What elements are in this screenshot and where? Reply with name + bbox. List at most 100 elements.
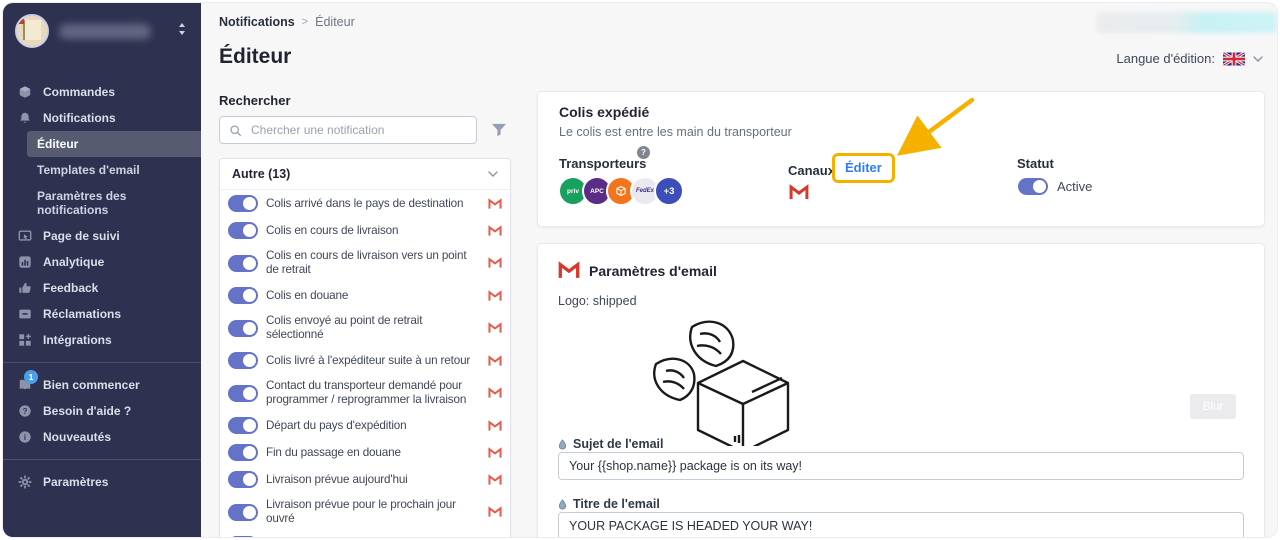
tracking-page-icon bbox=[17, 229, 33, 243]
gmail-icon bbox=[488, 446, 502, 459]
statut-toggle[interactable] bbox=[1018, 178, 1048, 195]
notification-row[interactable]: Colis en cours de livraison vers un poin… bbox=[220, 244, 510, 282]
notification-toggle[interactable] bbox=[228, 536, 258, 537]
notification-row[interactable]: Contact du transporteur demandé pour pro… bbox=[220, 374, 510, 412]
account-switcher[interactable] bbox=[3, 3, 201, 59]
gmail-icon bbox=[558, 261, 580, 280]
notification-row[interactable]: Colis en cours de livraison bbox=[220, 217, 510, 244]
notification-subtitle: Le colis est entre les main du transport… bbox=[559, 125, 792, 139]
sidebar-item-bien-commencer[interactable]: 1 Bien commencer bbox=[3, 370, 201, 398]
subject-input[interactable] bbox=[558, 452, 1244, 480]
sidebar-item-commandes[interactable]: Commandes bbox=[3, 79, 201, 105]
email-settings-card: Paramètres d'email Logo: shipped Blur bbox=[537, 243, 1265, 537]
notification-row[interactable]: Livraison prévue aujourd'hui bbox=[220, 466, 510, 493]
help-badge[interactable]: ? bbox=[637, 146, 650, 159]
uk-flag-icon bbox=[1223, 51, 1245, 66]
canaux-label: Canaux bbox=[788, 163, 835, 178]
notification-toggle[interactable] bbox=[228, 417, 258, 434]
list-group-header[interactable]: Autre (13) bbox=[220, 159, 510, 190]
notification-label: Départ du pays d'expédition bbox=[266, 418, 407, 432]
notification-toggle[interactable] bbox=[228, 254, 258, 272]
notification-row[interactable]: Colis livré à l'expéditeur suite à un re… bbox=[220, 347, 510, 374]
notification-row[interactable]: Colis en douane bbox=[220, 282, 510, 309]
search-input[interactable] bbox=[249, 122, 467, 138]
sort-chevrons-icon[interactable] bbox=[177, 22, 187, 41]
search-field[interactable] bbox=[219, 116, 477, 144]
analytics-icon bbox=[17, 255, 33, 269]
notification-list-panel: Rechercher Autre (13) bbox=[219, 93, 511, 537]
sidebar-item-label: Feedback bbox=[43, 281, 99, 295]
notification-label: Colis envoyé au point de retrait sélecti… bbox=[266, 314, 423, 341]
notification-row[interactable]: Colis arrivé dans le pays de destination bbox=[220, 190, 510, 217]
info-icon: i bbox=[17, 430, 33, 444]
sidebar-item-label: Commandes bbox=[43, 85, 116, 99]
email-settings-title: Paramètres d'email bbox=[589, 262, 717, 279]
sidebar-item-besoin-daide[interactable]: ? Besoin d'aide ? bbox=[3, 398, 201, 424]
sidebar-item-parametres[interactable]: Paramètres bbox=[3, 469, 201, 495]
chevron-down-icon[interactable] bbox=[488, 171, 498, 177]
subject-label-row: Sujet de l'email bbox=[558, 437, 664, 451]
notification-row[interactable]: Livraison prévue sur demande bbox=[220, 531, 510, 537]
notification-label: Colis en cours de livraison bbox=[266, 223, 399, 237]
gmail-channel-icon bbox=[789, 184, 809, 201]
sidebar-item-editeur[interactable]: Éditeur bbox=[27, 131, 201, 157]
bell-icon bbox=[17, 111, 33, 125]
statut-label: Statut bbox=[1017, 156, 1054, 171]
notification-toggle[interactable] bbox=[228, 352, 258, 369]
search-icon bbox=[229, 124, 242, 137]
sidebar-item-reclamations[interactable]: Réclamations bbox=[3, 301, 201, 327]
gmail-icon bbox=[488, 419, 502, 432]
notification-row[interactable]: Départ du pays d'expédition bbox=[220, 412, 510, 439]
edit-language-selector[interactable]: Langue d'édition: bbox=[1116, 51, 1263, 66]
notification-toggle[interactable] bbox=[228, 471, 258, 488]
gmail-icon bbox=[488, 354, 502, 367]
gmail-icon bbox=[488, 289, 502, 302]
sidebar-item-label: Nouveautés bbox=[43, 430, 112, 444]
notification-toggle[interactable] bbox=[228, 222, 258, 239]
sidebar-item-label: Page de suivi bbox=[43, 229, 120, 243]
breadcrumb: Notifications > Éditeur bbox=[219, 15, 355, 29]
gmail-icon bbox=[488, 473, 502, 486]
edit-highlight-box: Éditer bbox=[832, 153, 895, 183]
breadcrumb-editeur: Éditeur bbox=[315, 15, 355, 29]
notification-toggle[interactable] bbox=[228, 195, 258, 212]
notification-toggle[interactable] bbox=[228, 319, 258, 337]
sidebar-item-analytique[interactable]: Analytique bbox=[3, 249, 201, 275]
notification-toggle[interactable] bbox=[228, 503, 258, 521]
notification-label: Fin du passage en douane bbox=[266, 445, 401, 459]
notification-toggle[interactable] bbox=[228, 287, 258, 304]
account-name-redacted bbox=[59, 23, 151, 39]
filter-icon[interactable] bbox=[491, 123, 507, 137]
sidebar-item-templates-email[interactable]: Templates d'email bbox=[37, 163, 140, 177]
sidebar-item-page-de-suivi[interactable]: Page de suivi bbox=[3, 223, 201, 249]
gmail-icon bbox=[488, 387, 502, 399]
notification-count-badge: 1 bbox=[24, 370, 38, 384]
blur-annotation-badge: Blur bbox=[1190, 394, 1236, 419]
notification-label: Colis arrivé dans le pays de destination bbox=[266, 196, 464, 210]
notification-toggle[interactable] bbox=[228, 384, 258, 402]
sidebar-item-parametres-notifications[interactable]: Paramètres des notifications bbox=[37, 189, 127, 217]
notification-toggle[interactable] bbox=[228, 444, 258, 461]
title-label-row: Titre de l'email bbox=[558, 497, 660, 511]
book-icon: 1 bbox=[17, 370, 38, 392]
chevron-down-icon bbox=[1253, 55, 1263, 62]
sidebar-item-nouveautes[interactable]: i Nouveautés bbox=[3, 424, 201, 450]
sidebar-item-label: Analytique bbox=[43, 255, 105, 269]
carrier-avatar-more[interactable]: +3 bbox=[654, 176, 684, 206]
notification-row[interactable]: Fin du passage en douane bbox=[220, 439, 510, 466]
title-input[interactable] bbox=[558, 512, 1244, 537]
breadcrumb-notifications[interactable]: Notifications bbox=[219, 15, 295, 29]
sidebar-item-notifications[interactable]: Notifications bbox=[3, 105, 201, 131]
list-group-label: Autre (13) bbox=[232, 167, 291, 181]
notification-row[interactable]: Livraison prévue pour le prochain jour o… bbox=[220, 493, 510, 531]
gmail-icon bbox=[488, 506, 502, 518]
notification-row[interactable]: Colis envoyé au point de retrait sélecti… bbox=[220, 309, 510, 347]
notification-label: Colis en cours de livraison vers un poin… bbox=[266, 249, 467, 276]
sidebar-item-integrations[interactable]: Intégrations bbox=[3, 327, 201, 353]
sidebar-item-feedback[interactable]: Feedback bbox=[3, 275, 201, 301]
sidebar-item-label: Bien commencer bbox=[43, 378, 140, 392]
sidebar-divider bbox=[3, 459, 201, 460]
edit-language-label: Langue d'édition: bbox=[1116, 51, 1215, 66]
avatar bbox=[15, 14, 49, 48]
edit-link[interactable]: Éditer bbox=[845, 160, 882, 175]
